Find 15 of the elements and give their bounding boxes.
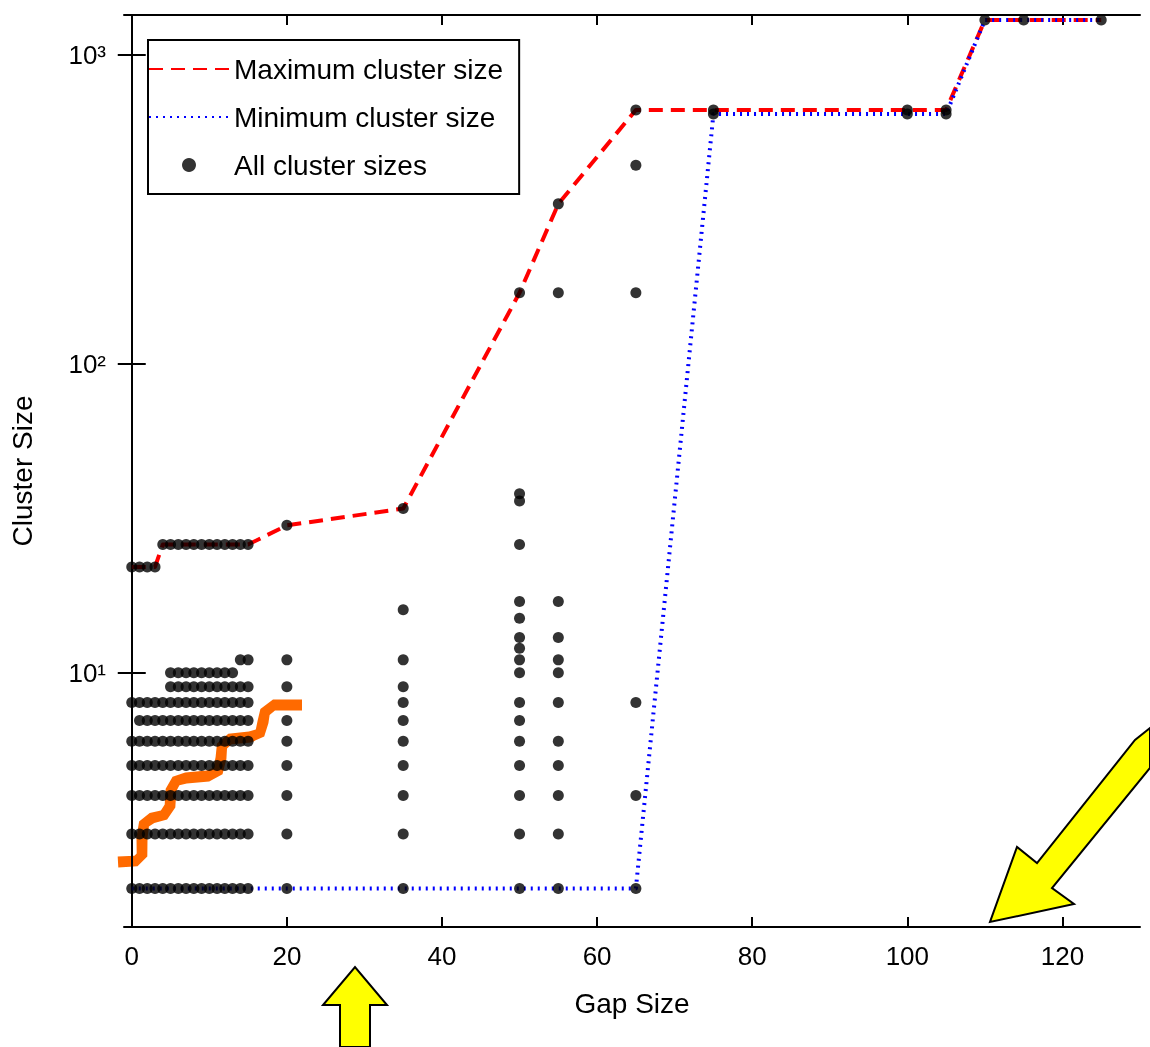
y-tick-label: 10¹ [68, 657, 107, 688]
y-tick-label: 10³ [68, 40, 107, 71]
x-tick-label: 80 [737, 941, 767, 971]
x-axis-title: Gap Size [574, 987, 690, 1019]
x-tick-label: 40 [427, 941, 457, 971]
legend-label: All cluster sizes [234, 149, 427, 181]
y-tick-label: 10² [68, 348, 107, 379]
x-tick-label: 60 [582, 941, 612, 971]
x-tick-label: 0 [124, 941, 139, 971]
legend-label: Minimum cluster size [234, 101, 496, 133]
x-tick-label: 20 [272, 941, 302, 971]
y-axis-title: Cluster Size [6, 395, 38, 547]
x-tick-label: 100 [885, 941, 930, 971]
x-tick-label: 120 [1040, 941, 1085, 971]
legend-label: Maximum cluster size [234, 53, 504, 85]
